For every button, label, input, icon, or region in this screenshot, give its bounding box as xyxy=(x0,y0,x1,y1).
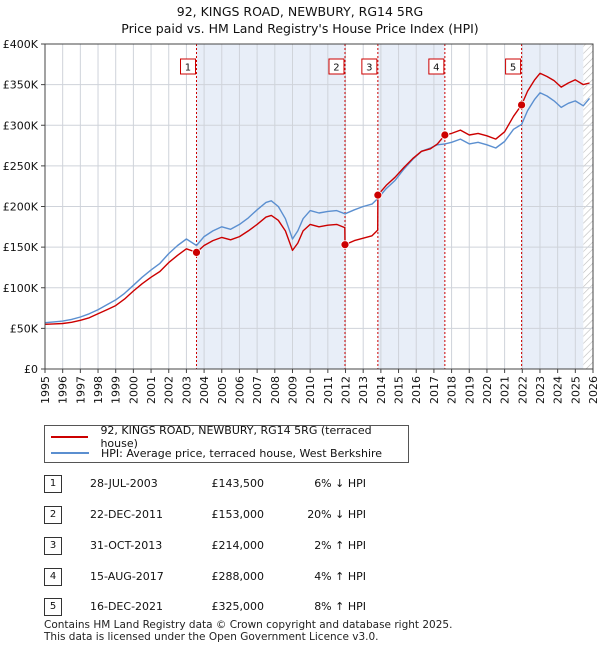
y-tick-label: £250K xyxy=(3,160,39,173)
x-tick-label: 2009 xyxy=(286,376,299,404)
sale-label-number: 4 xyxy=(433,63,439,74)
sale-label-box xyxy=(428,58,445,75)
x-tick-label: 2021 xyxy=(499,376,512,404)
x-tick-label: 2005 xyxy=(216,376,229,404)
price-chart: 1 2 3 4 5 £0 £50K £100K £150K £200K £250K £300K £35… xyxy=(3,38,600,404)
sale-point-marker xyxy=(340,240,350,250)
sale-label-box xyxy=(179,58,196,75)
sale-label-box xyxy=(328,58,345,75)
sale-price: £214,000 xyxy=(211,539,265,552)
x-tick-label: 2001 xyxy=(145,376,158,404)
hpi-series-line xyxy=(44,92,591,324)
footer-copyright: Contains HM Land Registry data © Crown c… xyxy=(44,619,453,631)
sale-date: 16-DEC-2021 xyxy=(90,600,164,613)
sale-price: £143,500 xyxy=(211,477,265,490)
sale-label-number: 3 xyxy=(366,63,372,74)
x-tick-label: 2024 xyxy=(552,376,565,404)
x-tick-label: 2022 xyxy=(516,376,529,404)
y-tick-label: £150K xyxy=(3,241,39,254)
y-tick-label: £100K xyxy=(3,282,39,295)
x-tick-label: 2017 xyxy=(428,376,441,404)
legend-label-price: 92, KINGS ROAD, NEWBURY, RG14 5RG (terra… xyxy=(100,424,372,450)
x-tick-label: 2016 xyxy=(410,376,423,404)
x-tick-label: 2018 xyxy=(446,376,459,404)
x-tick-label: 2008 xyxy=(269,376,282,404)
table-row: 5 16-DEC-2021 £325,000 8% ↑ HPI xyxy=(44,598,444,616)
x-tick-label: 2014 xyxy=(375,376,388,404)
sale-date: 22-DEC-2011 xyxy=(90,508,164,521)
sale-label-number: 2 xyxy=(333,63,339,74)
x-tick-label: 2013 xyxy=(357,376,370,404)
sale-hpi-diff: 8% ↑ HPI xyxy=(314,600,366,613)
y-tick-label: £300K xyxy=(3,119,39,132)
x-tick-label: 2011 xyxy=(322,376,335,404)
footer-attribution: Contains HM Land Registry data © Crown c… xyxy=(44,619,452,643)
legend-item-hpi: HPI: Average price, terraced house, West… xyxy=(51,445,382,461)
sale-hpi-diff: 6% ↓ HPI xyxy=(314,477,366,490)
legend-label-hpi: HPI: Average price, terraced house, West… xyxy=(101,446,383,460)
x-tick-label: 2012 xyxy=(340,376,353,404)
price-series-line xyxy=(44,72,590,325)
x-tick-label: 2026 xyxy=(587,376,600,404)
sale-price: £325,000 xyxy=(211,600,265,613)
legend-item-price: 92, KINGS ROAD, NEWBURY, RG14 5RG (terra… xyxy=(51,424,408,450)
x-tick-label: 2020 xyxy=(481,376,494,404)
y-tick-label: £50K xyxy=(10,322,39,335)
x-tick-label: 2025 xyxy=(569,376,582,404)
x-tick-label: 1998 xyxy=(92,376,105,404)
chart-legend: 92, KINGS ROAD, NEWBURY, RG14 5RG (terra… xyxy=(44,424,409,463)
sale-number-badge: 3 xyxy=(44,537,62,555)
sale-label-number: 5 xyxy=(510,63,516,74)
x-tick-label: 1996 xyxy=(57,376,70,404)
sale-label-number: 1 xyxy=(185,63,191,74)
footer-licence: This data is licensed under the Open Gov… xyxy=(44,631,379,643)
sale-label-box xyxy=(361,58,378,75)
x-tick-label: 2023 xyxy=(534,376,547,404)
sale-price: £153,000 xyxy=(211,508,265,521)
table-row: 3 31-OCT-2013 £214,000 2% ↑ HPI xyxy=(44,537,444,555)
legend-swatch-price xyxy=(51,436,89,438)
sale-number-badge: 2 xyxy=(44,506,62,524)
sale-number-badge: 1 xyxy=(44,475,62,493)
table-row: 1 28-JUL-2003 £143,500 6% ↓ HPI xyxy=(44,475,444,493)
plot-area-frame xyxy=(44,43,594,370)
x-tick-label: 1995 xyxy=(39,376,52,404)
sale-date: 31-OCT-2013 xyxy=(90,539,163,552)
chart-title-line-2: Price paid vs. HM Land Registry's House … xyxy=(121,21,479,36)
sale-number-badge: 5 xyxy=(44,598,62,616)
sale-point-marker xyxy=(192,248,201,257)
x-tick-label: 2007 xyxy=(251,376,264,404)
sale-point-marker xyxy=(517,100,526,110)
sale-price: £288,000 xyxy=(211,570,265,583)
sale-hpi-diff: 20% ↓ HPI xyxy=(307,508,366,521)
legend-swatch-hpi xyxy=(51,452,89,454)
chart-title-line-1: 92, KINGS ROAD, NEWBURY, RG14 5RG xyxy=(176,4,424,19)
x-tick-label: 2004 xyxy=(198,376,211,404)
table-row: 4 15-AUG-2017 £288,000 4% ↑ HPI xyxy=(44,568,444,586)
table-row: 2 22-DEC-2011 £153,000 20% ↓ HPI xyxy=(44,506,444,524)
sale-hpi-diff: 4% ↑ HPI xyxy=(314,570,366,583)
y-tick-label: £0 xyxy=(24,363,38,376)
sale-date: 15-AUG-2017 xyxy=(90,570,164,583)
sale-label-box xyxy=(505,58,522,75)
x-tick-label: 2006 xyxy=(233,376,246,404)
sale-date: 28-JUL-2003 xyxy=(90,477,158,490)
y-tick-label: £200K xyxy=(3,201,39,214)
x-tick-label: 2010 xyxy=(304,376,317,404)
x-tick-label: 2002 xyxy=(163,376,176,404)
x-tick-label: 1999 xyxy=(110,376,123,404)
sale-point-marker xyxy=(373,190,383,200)
x-tick-label: 2019 xyxy=(463,376,476,404)
x-tick-label: 2015 xyxy=(393,376,406,404)
sale-point-marker xyxy=(440,130,450,140)
x-tick-label: 1997 xyxy=(74,376,87,404)
y-tick-label: £400K xyxy=(3,38,39,51)
sale-number-badge: 4 xyxy=(44,568,62,586)
y-tick-label: £350K xyxy=(3,79,39,92)
x-tick-label: 2000 xyxy=(127,376,140,404)
x-tick-label: 2003 xyxy=(180,376,193,404)
chart-title: 92, KINGS ROAD, NEWBURY, RG14 5RG Price … xyxy=(0,3,600,37)
sale-hpi-diff: 2% ↑ HPI xyxy=(314,539,366,552)
